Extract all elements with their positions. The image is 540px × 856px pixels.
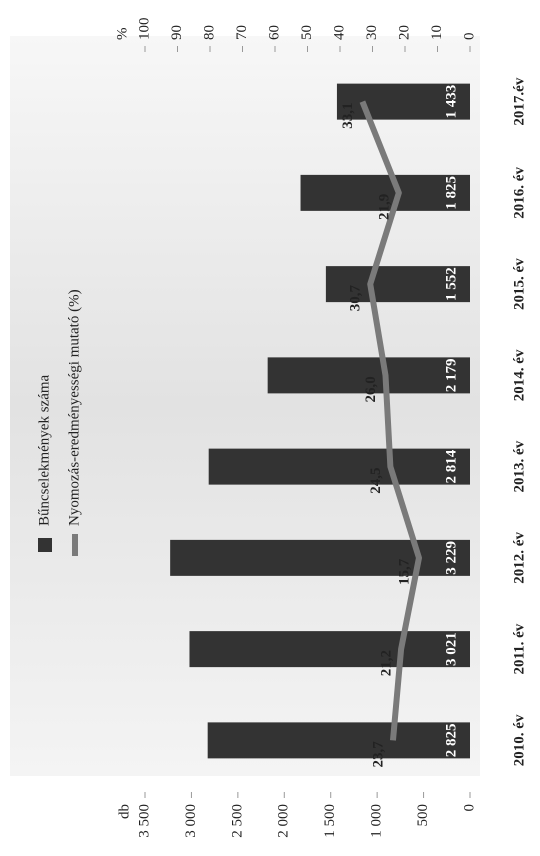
y-axis-title: db — [116, 804, 132, 819]
bar — [267, 357, 470, 394]
y-tick-label: 3 000 — [183, 804, 199, 838]
bar — [300, 174, 470, 211]
y-tick-label: 500 — [415, 804, 431, 827]
line-value-label: 33,1 — [340, 103, 356, 129]
y-tick-label: 2 000 — [276, 804, 292, 838]
y-tick-label: 1 000 — [369, 804, 385, 838]
bar-value-label: 2 179 — [443, 359, 459, 393]
line-value-label: 21,9 — [376, 194, 392, 220]
bar — [208, 448, 470, 485]
bar-value-label: 3 021 — [443, 632, 459, 666]
bar — [170, 539, 471, 576]
x-tick-label: 2017.év — [511, 77, 527, 125]
bar-value-label: 3 229 — [443, 541, 459, 575]
y-tick-label: 1 500 — [322, 804, 338, 838]
y2-tick-label: 70 — [234, 25, 250, 40]
x-tick-label: 2016. év — [511, 167, 527, 219]
y2-tick-label: 90 — [169, 25, 185, 40]
bar — [189, 631, 470, 668]
legend-label: Bűncselekmények száma — [36, 374, 52, 526]
bar-value-label: 2 825 — [443, 724, 459, 758]
y-tick-label: 0 — [461, 804, 477, 812]
legend-marker — [38, 538, 52, 552]
line-value-label: 21,2 — [379, 650, 395, 676]
y2-tick-label: 80 — [201, 25, 217, 40]
line-value-label: 30,7 — [348, 285, 364, 312]
y2-tick-label: 20 — [396, 25, 412, 40]
legend-label: Nyomozás-eredményességi mutató (%) — [66, 289, 82, 526]
bar — [325, 266, 470, 303]
x-tick-label: 2014. év — [511, 349, 527, 401]
line — [359, 100, 422, 741]
bar-value-label: 1 433 — [443, 85, 459, 119]
x-tick-label: 2015. év — [511, 258, 527, 310]
x-tick-label: 2010. év — [511, 714, 527, 766]
bar-value-label: 2 814 — [443, 449, 459, 483]
y2-tick-label: 100 — [136, 18, 152, 41]
rotated-chart: 0 500 1 000 1 500 2 000 2 500 3 000 3 500 db 0 10 2… — [10, 18, 527, 838]
y2-tick-label: 40 — [331, 25, 347, 40]
x-tick-label: 2012. év — [511, 532, 527, 584]
y2-tick-label: 50 — [299, 25, 315, 40]
x-tick-label: 2013. év — [511, 440, 527, 492]
y2-axis-title: % — [114, 28, 130, 41]
bar — [207, 722, 471, 759]
line-value-label: 26,0 — [363, 376, 379, 402]
y2-tick-label: 30 — [364, 25, 380, 40]
y-tick-label: 3 500 — [136, 804, 152, 838]
x-tick-label: 2011. év — [511, 623, 527, 674]
line-value-label: 24,5 — [368, 468, 384, 494]
line-value-label: 15,7 — [396, 558, 412, 585]
plot-background — [10, 36, 480, 776]
y2-tick-label: 0 — [461, 33, 477, 41]
bar — [336, 83, 470, 120]
y-tick-label: 2 500 — [229, 804, 245, 838]
bar-value-label: 1 552 — [443, 267, 459, 301]
bar-value-label: 1 825 — [443, 176, 459, 210]
y2-tick-label: 10 — [429, 25, 445, 40]
y2-tick-label: 60 — [266, 25, 282, 40]
line-value-label: 23,7 — [370, 741, 386, 768]
